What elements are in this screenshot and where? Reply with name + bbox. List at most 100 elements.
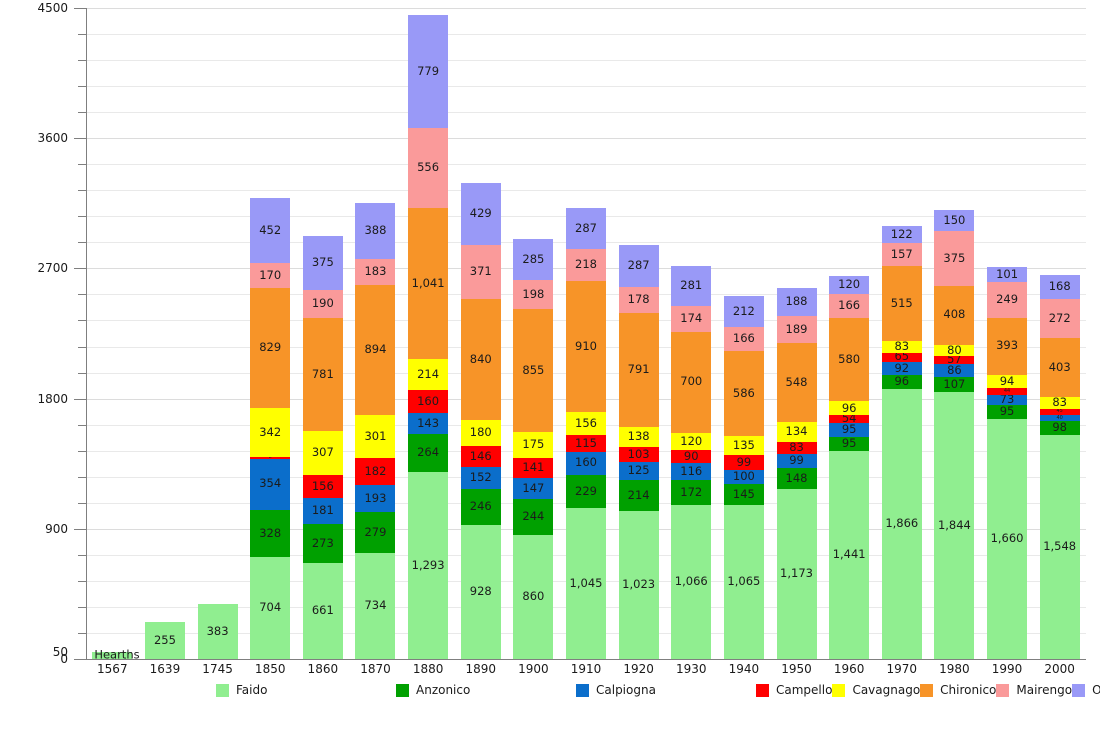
bar-segment[interactable]: 894 [355, 285, 396, 415]
bar-column[interactable]: Hearths [92, 649, 140, 660]
bar-segment[interactable]: 8 [250, 455, 291, 460]
legend-item[interactable]: Campello [756, 681, 832, 699]
bar-segment[interactable]: 152 [460, 467, 501, 490]
bar-segment[interactable]: 556 [408, 127, 449, 209]
bar-segment[interactable]: 1,023 [618, 511, 659, 659]
bar-segment[interactable]: 115 [566, 434, 606, 452]
bar-segment[interactable]: 272 [1039, 298, 1080, 339]
bar-segment[interactable]: 86 [934, 364, 975, 377]
bar-segment[interactable]: 99 [723, 455, 764, 470]
bar-segment[interactable]: 116 [671, 463, 712, 480]
bar-column[interactable]: 1,293 264 143 160 214 1,041 556 779 [408, 15, 449, 659]
bar-segment[interactable]: 548 [776, 342, 817, 423]
bar-column[interactable]: 1,045 229 160 115 156 910 218 287 [566, 207, 606, 659]
legend-item[interactable]: Chironico [920, 681, 996, 699]
bar-segment[interactable]: 1,045 [566, 507, 606, 659]
bar-segment[interactable]: 148 [776, 467, 817, 490]
bar-segment[interactable]: 371 [460, 244, 501, 299]
bar-segment[interactable]: 218 [566, 249, 606, 281]
bar-segment[interactable]: 193 [355, 484, 396, 513]
bar-segment[interactable]: 287 [618, 245, 659, 287]
bar-segment[interactable]: 120 [829, 276, 870, 294]
bar-segment[interactable]: 700 [671, 331, 712, 433]
bar-segment[interactable]: 781 [302, 317, 343, 431]
bar-segment[interactable]: 180 [460, 420, 501, 447]
bar-column[interactable]: 1,548 98 40 45 83 403 272 168 [1039, 274, 1080, 659]
bar-segment[interactable]: 80 [934, 344, 975, 357]
bar-segment[interactable]: 156 [302, 475, 343, 498]
bar-column[interactable]: 734 279 193 182 301 894 183 388 [355, 202, 396, 659]
bar-segment[interactable]: 273 [302, 523, 343, 564]
bar-segment[interactable]: 328 [250, 509, 291, 558]
bar-segment[interactable]: 779 [408, 15, 449, 128]
bar-segment[interactable]: 1,066 [671, 504, 712, 659]
bar-segment[interactable]: 214 [408, 359, 449, 390]
bar-segment[interactable]: 178 [618, 286, 659, 313]
bar-segment[interactable]: 255 [144, 622, 185, 659]
bar-segment[interactable]: 174 [671, 306, 712, 332]
bar-segment[interactable]: 166 [829, 293, 870, 318]
bar-segment[interactable]: 244 [513, 499, 554, 535]
bar-segment[interactable]: 135 [723, 435, 764, 456]
bar-segment[interactable]: 429 [460, 182, 501, 245]
bar-segment[interactable]: 107 [934, 376, 975, 393]
bar-segment[interactable]: 1,548 [1039, 435, 1080, 659]
bar-segment[interactable]: 189 [776, 315, 817, 343]
bar-column[interactable]: 1,065 145 100 99 135 586 166 212 [723, 296, 764, 659]
bar-segment[interactable]: 45 [1039, 408, 1080, 416]
bar-segment[interactable]: 94 [987, 374, 1028, 389]
bar-segment[interactable]: 96 [829, 401, 870, 416]
bar-segment[interactable]: 156 [566, 412, 606, 435]
bar-segment[interactable]: 98 [1039, 420, 1080, 436]
bar-segment[interactable]: 855 [513, 308, 554, 433]
bar-segment[interactable]: 168 [1039, 274, 1080, 299]
bar-segment[interactable]: 301 [355, 414, 396, 459]
bar-segment[interactable]: 249 [987, 281, 1028, 318]
bar-segment[interactable]: 120 [671, 432, 712, 451]
bar-segment[interactable]: 100 [723, 469, 764, 484]
bar-segment[interactable]: 92 [881, 361, 922, 376]
bar-segment[interactable]: 40 [1039, 415, 1080, 421]
bar-segment[interactable]: 375 [302, 236, 343, 291]
bar-segment[interactable]: 188 [776, 288, 817, 316]
bar-segment[interactable]: 175 [513, 432, 554, 458]
bar-segment[interactable]: 183 [355, 258, 396, 286]
bar-segment[interactable]: 170 [250, 263, 291, 288]
bar-segment[interactable]: 182 [355, 458, 396, 485]
bar-segment[interactable]: 141 [513, 457, 554, 479]
bar-segment[interactable]: 57 [934, 354, 975, 365]
bar-segment[interactable]: 1,866 [881, 389, 922, 659]
bar-segment[interactable]: 95 [829, 423, 870, 437]
bar-column[interactable]: 860 244 147 141 175 855 198 285 [513, 238, 554, 659]
bar-segment[interactable]: 375 [934, 231, 975, 286]
bar-segment[interactable]: 143 [408, 413, 449, 434]
bar-segment[interactable]: 99 [776, 453, 817, 468]
bar-segment[interactable]: 212 [723, 296, 764, 327]
bar-segment[interactable]: 279 [355, 512, 396, 553]
bar-segment[interactable]: 198 [513, 280, 554, 309]
bar-segment[interactable]: 83 [1039, 396, 1080, 409]
bar-segment[interactable]: 403 [1039, 338, 1080, 397]
bar-segment[interactable]: 73 [987, 394, 1028, 406]
bar-segment[interactable]: 829 [250, 287, 291, 408]
bar-segment[interactable]: 160 [566, 451, 606, 475]
bar-segment[interactable]: 307 [302, 430, 343, 476]
bar-segment[interactable]: 172 [671, 479, 712, 505]
bar-segment[interactable]: 586 [723, 350, 764, 436]
bar-column[interactable]: 255 [144, 622, 185, 659]
bar-segment[interactable]: 101 [987, 267, 1028, 282]
bar-segment[interactable]: 125 [618, 461, 659, 481]
bar-segment[interactable]: 146 [460, 446, 501, 468]
bar-segment[interactable]: 1,293 [408, 471, 449, 659]
bar-segment[interactable]: 95 [829, 436, 870, 451]
bar-segment[interactable]: 96 [881, 375, 922, 390]
bar-segment[interactable]: 1,173 [776, 489, 817, 659]
bar-segment[interactable]: 393 [987, 317, 1028, 375]
bar-segment[interactable]: 1,441 [829, 450, 870, 659]
bar-segment[interactable]: 95 [987, 405, 1028, 419]
bar-segment[interactable]: 103 [618, 447, 659, 462]
bar-segment[interactable]: 515 [881, 266, 922, 341]
bar-segment[interactable]: 229 [566, 474, 606, 508]
bar-segment[interactable]: 246 [460, 489, 501, 525]
legend-item[interactable]: Calpiogna [576, 681, 756, 699]
